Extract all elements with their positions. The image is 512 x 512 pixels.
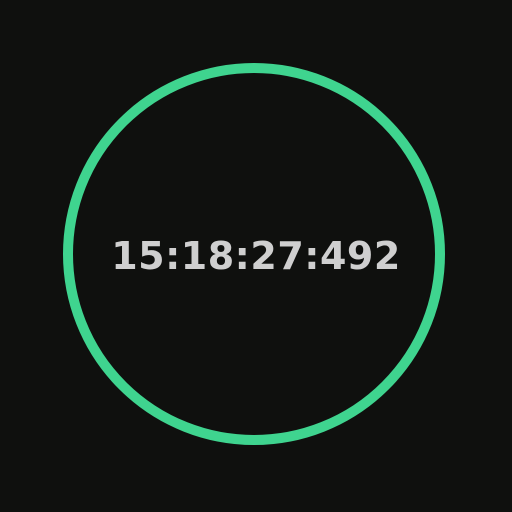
progress-ring [63,63,445,445]
